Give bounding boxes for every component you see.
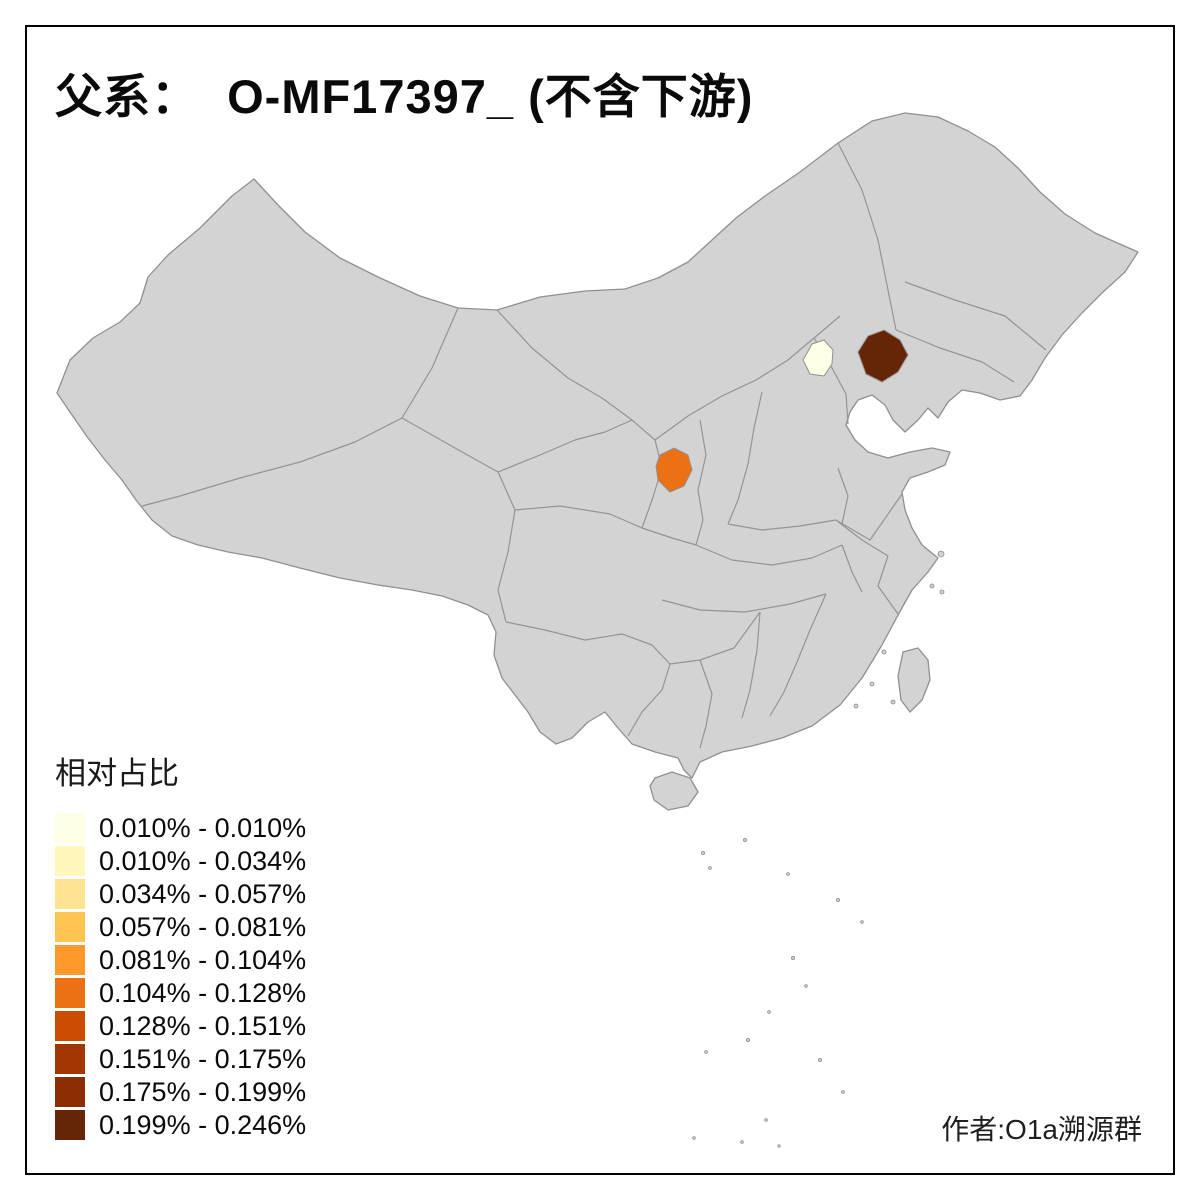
islet: [701, 851, 706, 856]
legend-range-label: 0.010% - 0.034%: [99, 845, 307, 876]
map-region-northeast-dark: [857, 329, 909, 383]
legend-swatch: [55, 813, 85, 843]
legend-swatch: [55, 945, 85, 975]
islet: [791, 956, 796, 961]
legend-range-label: 0.151% - 0.175%: [99, 1043, 307, 1074]
legend-range-label: 0.081% - 0.104%: [99, 944, 307, 975]
islet: [708, 866, 712, 870]
islet: [743, 838, 748, 843]
legend-range-label: 0.010% - 0.010%: [99, 812, 307, 843]
legend-item: 0.199% - 0.246%: [55, 1110, 306, 1140]
islet: [692, 1136, 696, 1140]
legend-range-label: 0.104% - 0.128%: [99, 977, 307, 1008]
islet: [869, 681, 875, 687]
islet: [704, 1050, 708, 1054]
legend-item: 0.175% - 0.199%: [55, 1077, 306, 1107]
legend: 相对占比 0.010% - 0.010% 0.010% - 0.034% 0.034…: [55, 748, 306, 1143]
legend-item: 0.034% - 0.057%: [55, 879, 306, 909]
islet: [786, 872, 790, 876]
legend-item: 0.010% - 0.010%: [55, 813, 306, 843]
islet: [881, 649, 887, 655]
islet: [818, 1058, 823, 1063]
legend-item: 0.057% - 0.081%: [55, 912, 306, 942]
page-title: 父系： O-MF17397_ (不含下游): [55, 70, 754, 123]
attribution-text: 作者:O1a溯源群: [941, 1114, 1142, 1145]
legend-range-label: 0.057% - 0.081%: [99, 911, 307, 942]
islet: [836, 898, 841, 903]
legend-range-label: 0.175% - 0.199%: [99, 1076, 307, 1107]
islet: [740, 1140, 744, 1144]
islet: [746, 1038, 751, 1043]
islet: [890, 699, 896, 705]
china-mainland: [56, 112, 1139, 779]
legend-item: 0.081% - 0.104%: [55, 945, 306, 975]
land-group: [56, 112, 1139, 1148]
legend-swatch: [55, 846, 85, 876]
islet: [929, 583, 935, 589]
legend-item: 0.010% - 0.034%: [55, 846, 306, 876]
legend-item: 0.128% - 0.151%: [55, 1011, 306, 1041]
legend-item: 0.104% - 0.128%: [55, 978, 306, 1008]
islet: [764, 1118, 768, 1122]
legend-swatch: [55, 1011, 85, 1041]
islet: [777, 1144, 781, 1148]
legend-range-label: 0.128% - 0.151%: [99, 1010, 307, 1041]
taiwan-island: [897, 647, 931, 713]
map-region-north-light: [802, 339, 834, 377]
map-region-central-orange: [655, 447, 693, 493]
legend-swatch: [55, 879, 85, 909]
islets-group: [692, 550, 945, 1148]
legend-items: 0.010% - 0.010% 0.010% - 0.034% 0.034% - 0…: [55, 813, 306, 1140]
islet: [804, 984, 808, 988]
legend-swatch: [55, 1077, 85, 1107]
legend-swatch: [55, 978, 85, 1008]
legend-swatch: [55, 912, 85, 942]
legend-item: 0.151% - 0.175%: [55, 1044, 306, 1074]
province-borders: [141, 142, 1047, 749]
legend-range-label: 0.034% - 0.057%: [99, 878, 307, 909]
legend-swatch: [55, 1044, 85, 1074]
islet: [939, 589, 945, 595]
legend-swatch: [55, 1110, 85, 1140]
islet: [767, 1010, 771, 1014]
islet: [853, 703, 859, 709]
islet: [937, 550, 945, 558]
legend-title: 相对占比: [55, 756, 179, 791]
legend-range-label: 0.199% - 0.246%: [99, 1109, 307, 1140]
hainan-island: [649, 771, 699, 811]
islet: [860, 920, 864, 924]
islet: [841, 1090, 845, 1094]
